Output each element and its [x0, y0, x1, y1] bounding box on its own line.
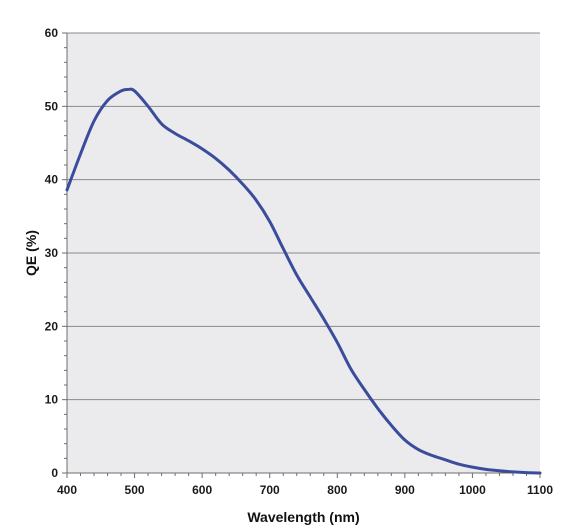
y-tick-label: 20 — [45, 319, 59, 333]
tick-labels: 400 500 600 700 800 900 1000 1100 0 10 20 30 40 50 60 — [45, 26, 554, 497]
x-tick-label: 900 — [395, 483, 415, 497]
y-axis-title: QE (%) — [23, 230, 39, 276]
series-layer — [65, 87, 542, 475]
x-tick-label: 1100 — [527, 483, 553, 497]
y-tick-label: 0 — [51, 466, 58, 480]
x-tick-label: 600 — [192, 483, 212, 497]
y-tick-label: 10 — [45, 393, 59, 407]
axes — [62, 32, 541, 478]
y-tick-label: 30 — [45, 246, 59, 260]
x-tick-label: 1000 — [459, 483, 486, 497]
x-tick-label: 800 — [327, 483, 347, 497]
gridlines — [67, 32, 540, 401]
x-tick-label: 700 — [260, 483, 280, 497]
y-tick-label: 60 — [45, 26, 59, 40]
x-axis-title: Wavelength (nm) — [247, 509, 359, 525]
y-tick-label: 50 — [45, 99, 59, 113]
x-tick-label: 500 — [125, 483, 145, 497]
y-tick-label: 40 — [45, 173, 59, 187]
x-tick-label: 400 — [57, 483, 77, 497]
qe-series-line-0 — [65, 87, 542, 475]
